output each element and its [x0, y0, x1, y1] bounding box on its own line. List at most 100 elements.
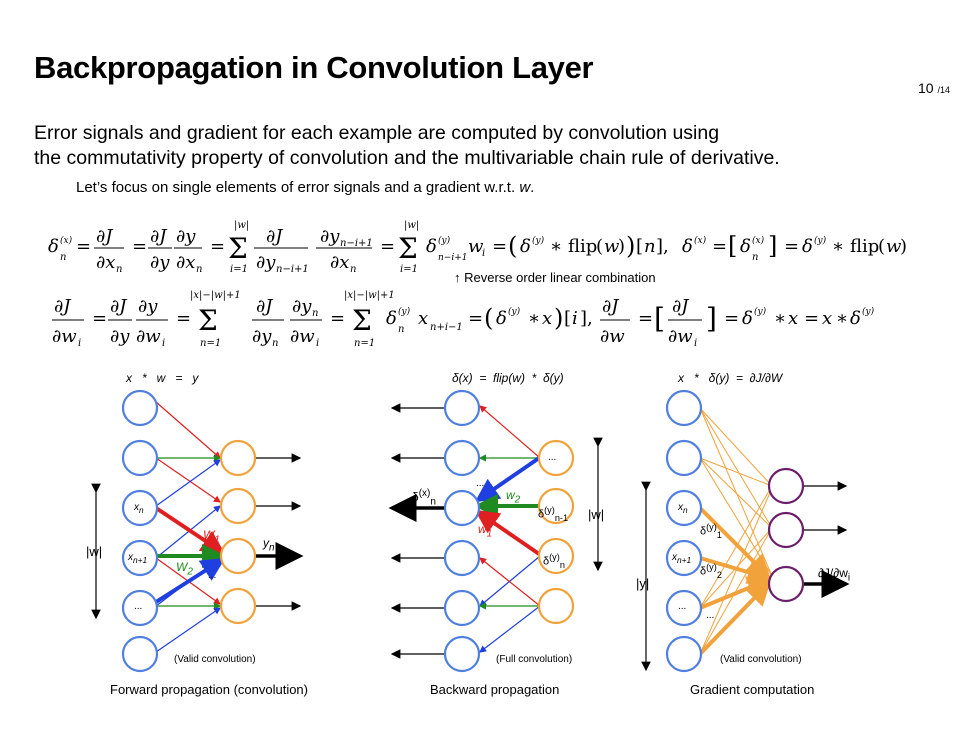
svg-text:[: [ [728, 232, 737, 260]
svg-text:Σ: Σ [228, 232, 248, 265]
svg-text:],: ], [580, 308, 593, 329]
bwd-w2: w2 [506, 488, 521, 506]
bwd-caption: Backward propagation [430, 682, 560, 697]
forward-panel [91, 389, 304, 673]
svg-text:∂y: ∂y [256, 252, 276, 273]
grad-xn1: xn+1 [672, 552, 692, 565]
svg-text:δ: δ [520, 236, 531, 257]
svg-text:n=1: n=1 [354, 338, 375, 349]
reverse-order-note: ↑ Reverse order linear combination [454, 270, 656, 285]
fwd-valid: (Valid convolution) [174, 654, 256, 665]
svg-text:∂x: ∂x [330, 252, 349, 273]
svg-text:[: [ [654, 302, 665, 335]
svg-text:δ: δ [802, 236, 813, 257]
svg-text:i=1: i=1 [400, 264, 418, 275]
svg-text:|w|: |w| [234, 220, 249, 231]
svg-text:i: i [482, 248, 485, 259]
svg-text:δ: δ [386, 308, 397, 329]
svg-text:=: = [380, 236, 395, 257]
svg-text:n−i+1: n−i+1 [276, 264, 309, 275]
svg-text:∗ flip: ∗ flip [550, 236, 597, 257]
svg-text:(y): (y) [508, 306, 521, 317]
svg-text:∂y: ∂y [320, 226, 340, 247]
page-total: /14 [937, 85, 950, 95]
svg-text:∗: ∗ [836, 308, 848, 329]
fwd-xn1: xn+1 [128, 552, 148, 565]
svg-text:δ: δ [48, 236, 59, 257]
svg-text:]: ] [768, 232, 777, 260]
svg-text:w: w [604, 236, 620, 257]
svg-text:∂w: ∂w [52, 326, 77, 347]
svg-text:x: x [542, 308, 552, 329]
svg-text:∂w: ∂w [290, 326, 315, 347]
svg-text:∂y: ∂y [176, 226, 196, 247]
svg-text:i: i [78, 338, 81, 349]
grad-y-len: |y| [636, 576, 650, 591]
svg-text:(y): (y) [814, 235, 827, 246]
svg-text:(: ( [508, 232, 517, 260]
page-number: 10 /14 [918, 80, 950, 96]
bwd-dyn: δ(y)n [543, 552, 565, 570]
grad-xn: xn [678, 502, 688, 515]
svg-text:(: ( [878, 236, 885, 257]
svg-text:i: i [316, 338, 319, 349]
svg-text:n: n [752, 252, 758, 263]
svg-text:i: i [162, 338, 165, 349]
svg-text:w: w [886, 236, 902, 257]
svg-text:δ: δ [850, 308, 861, 329]
subtitle-line-1: Error signals and gradient for each exam… [34, 122, 720, 144]
svg-text:=: = [492, 236, 507, 257]
svg-text:=: = [638, 308, 653, 329]
grad-dy2: δ(y)2 [700, 562, 722, 580]
svg-text:(y): (y) [862, 306, 875, 317]
fwd-dots-2: ... [208, 570, 217, 581]
grad-dy1: δ(y)1 [700, 522, 722, 540]
fwd-w2: W2 [176, 560, 193, 578]
gradient-header: x * δ(y) = ∂J/∂W [678, 371, 783, 385]
network-diagrams [91, 389, 850, 673]
svg-text:]: ] [706, 302, 717, 335]
focus-text: Let’s focus on single elements of error … [76, 179, 535, 196]
gradient-panel [641, 389, 850, 673]
equation-1: δ (x)n = ∂J∂x n = ∂J∂y ∂y∂x n = Σ|w|i=1 ∂J∂… [48, 220, 907, 275]
svg-text:(y): (y) [438, 235, 451, 246]
svg-text:i: i [572, 308, 578, 329]
svg-text:=: = [468, 308, 483, 329]
svg-text:=: = [784, 236, 799, 257]
svg-text:i: i [694, 338, 697, 349]
svg-text:∂J: ∂J [602, 296, 620, 317]
svg-text:∂J: ∂J [110, 296, 128, 317]
svg-text:w: w [468, 236, 484, 257]
svg-text:∂w: ∂w [136, 326, 161, 347]
svg-text:=: = [210, 236, 225, 257]
svg-text:n+i−1: n+i−1 [430, 322, 463, 333]
svg-text:=: = [804, 308, 819, 329]
svg-text:∂y: ∂y [252, 326, 272, 347]
svg-text:∂J: ∂J [672, 296, 690, 317]
grad-dJdw: ∂J/∂wi [818, 566, 851, 584]
svg-text:(: ( [596, 236, 603, 257]
svg-text:=: = [712, 236, 727, 257]
svg-text:x: x [418, 308, 428, 329]
bwd-valid: (Full convolution) [496, 654, 573, 665]
svg-text:=: = [92, 308, 107, 329]
svg-text:(y): (y) [754, 306, 767, 317]
svg-text:n: n [60, 252, 66, 263]
slide-subtitle: Error signals and gradient for each exam… [34, 121, 974, 171]
svg-text:): ) [554, 304, 563, 332]
svg-text:): ) [618, 236, 625, 257]
svg-text:=: = [76, 236, 91, 257]
svg-text:∂w: ∂w [668, 326, 693, 347]
svg-text:∂y: ∂y [138, 296, 158, 317]
svg-text:(x): (x) [752, 235, 765, 246]
svg-text:=: = [330, 308, 345, 329]
svg-text:[: [ [636, 236, 643, 257]
svg-text:∂x: ∂x [176, 252, 195, 273]
svg-text:): ) [626, 232, 635, 260]
svg-text:=: = [132, 236, 147, 257]
svg-text:n: n [398, 324, 404, 335]
svg-text:∂x: ∂x [96, 252, 115, 273]
bwd-w1: w1 [478, 522, 493, 540]
svg-text:i=1: i=1 [230, 264, 248, 275]
svg-text:∂J: ∂J [54, 296, 72, 317]
